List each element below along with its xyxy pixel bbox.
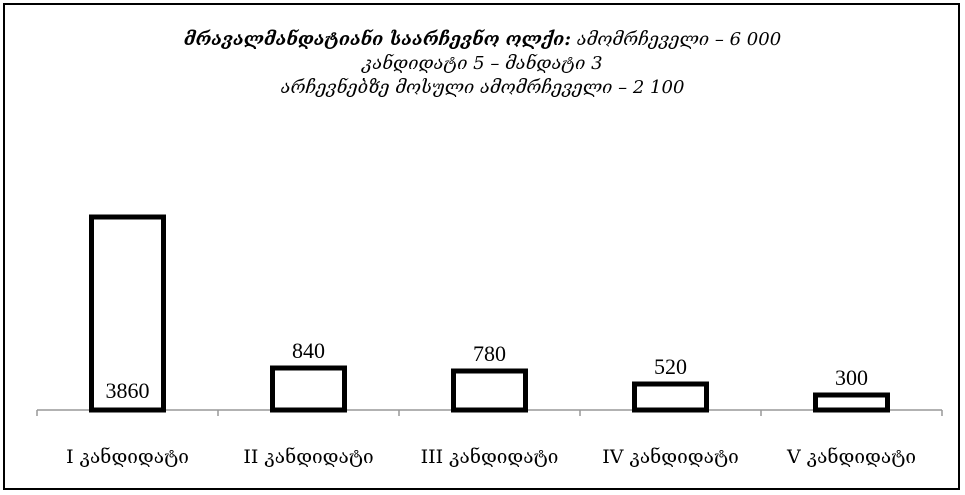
data-label: 780 [473,341,506,366]
bar [270,365,347,413]
bar [451,368,528,413]
category-label: IV კანდიდატი [602,446,738,468]
chart-title: მრავალმანდატიანი საარჩევნო ოლქი: ამომრჩე… [0,28,965,100]
title-line-3: არჩევნებზე მოსული ამომრჩეველი – 2 100 [280,77,685,98]
category-label: V კანდიდატი [786,446,916,468]
category-label: I კანდიდატი [66,446,189,468]
bar [89,214,166,413]
bar [813,392,890,413]
bar [632,381,709,413]
data-label: 3860 [106,378,150,403]
category-label: II კანდიდატი [243,446,373,468]
category-label: III კანდიდატი [421,446,559,468]
data-label: 520 [654,354,687,379]
title-line-2: კანდიდატი 5 – მანდატი 3 [362,53,603,74]
title-line-1: მრავალმანდატიანი საარჩევნო ოლქი: ამომრჩე… [183,29,782,50]
data-label: 300 [835,365,868,390]
data-label: 840 [292,338,325,363]
